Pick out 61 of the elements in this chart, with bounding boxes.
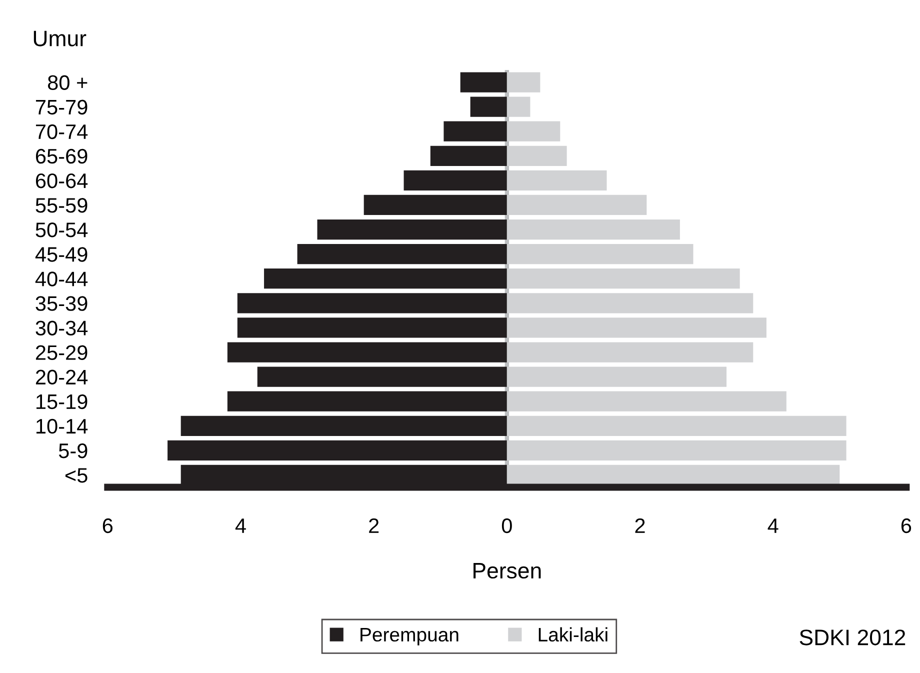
y-tick-label: 65-69 [36,148,88,164]
y-tick-label: 40-44 [35,272,88,286]
x-tick-label: 6 [102,518,113,534]
bar [506,244,694,264]
bar [506,72,540,92]
y-tick-label: 60-64 [36,173,88,188]
bar [506,391,786,412]
y-tick-label: 55-59 [36,198,88,213]
y-tick-label: 35-39 [36,296,88,311]
bar [506,268,740,289]
bar [444,121,507,142]
legend-label: Laki-laki [538,627,608,642]
bar [506,194,647,216]
y-tick-label: 50-54 [36,222,88,238]
bar [506,96,530,117]
bar [470,96,507,117]
y-tick-label: <5 [65,468,88,483]
bar [506,342,754,362]
y-tick-label: 45-49 [35,247,88,262]
bar [180,416,507,436]
bar [227,391,507,412]
bar [506,416,846,436]
bar [237,293,507,314]
y-tick-label: 5-9 [58,443,88,458]
x-tick-label: 4 [768,518,778,533]
text: SDKI 2012 [800,630,906,646]
x-tick-label: 4 [235,518,246,533]
bar [264,268,507,289]
bar [227,342,507,362]
bar [506,219,680,240]
x-tick-label: 2 [369,518,379,533]
y-tick-label: 20-24 [36,370,88,385]
bar [506,293,754,314]
y-tick-label: 30-34 [36,320,88,336]
y-tick-label: 25-29 [36,345,88,360]
x-tick-label: 0 [502,518,512,534]
legend-label: Perempuan [360,628,458,646]
bar [506,121,560,142]
y-tick-label: 70-74 [36,124,88,140]
bar [317,219,507,240]
bar [460,72,507,92]
x-tick-label: 6 [901,518,912,534]
bar [506,366,727,387]
bar [506,146,567,166]
x-tick-label: 2 [635,518,645,533]
bar [257,366,507,387]
bar [237,318,507,338]
y-tick-label: 80 + [48,75,88,90]
bar [506,440,846,460]
y-tick-label: 75-79 [36,100,88,115]
y-axis-title: Umur [34,30,86,46]
bar [364,194,507,216]
bar [506,170,607,191]
bar [297,244,507,264]
y-tick-label: 10-14 [36,418,88,434]
bar [506,318,766,338]
x-axis-title: Persen [474,563,541,579]
y-tick-label: 15-19 [36,394,88,410]
bar [168,440,507,460]
bar [404,170,507,191]
bar [430,146,507,166]
